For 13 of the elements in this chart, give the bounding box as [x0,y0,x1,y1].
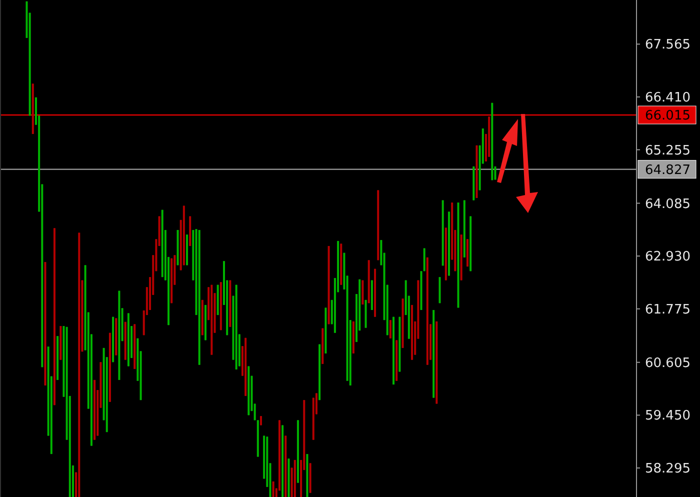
ref-line-label: 66.015 [645,108,690,124]
ref-line-label: 64.827 [645,162,690,178]
y-tick-label: 58.295 [645,462,690,477]
y-tick-label: 66.410 [645,90,690,106]
y-tick-label: 65.255 [645,143,690,158]
y-tick-label: 64.085 [645,196,690,212]
candlestick [272,480,274,497]
y-tick-label: 60.605 [645,356,690,371]
y-tick-label: 62.930 [645,250,690,265]
y-tick-label: 61.775 [645,302,690,318]
y-tick-label: 59.450 [645,408,690,424]
candlestick [389,320,392,339]
y-tick-label: 67.565 [645,38,690,53]
